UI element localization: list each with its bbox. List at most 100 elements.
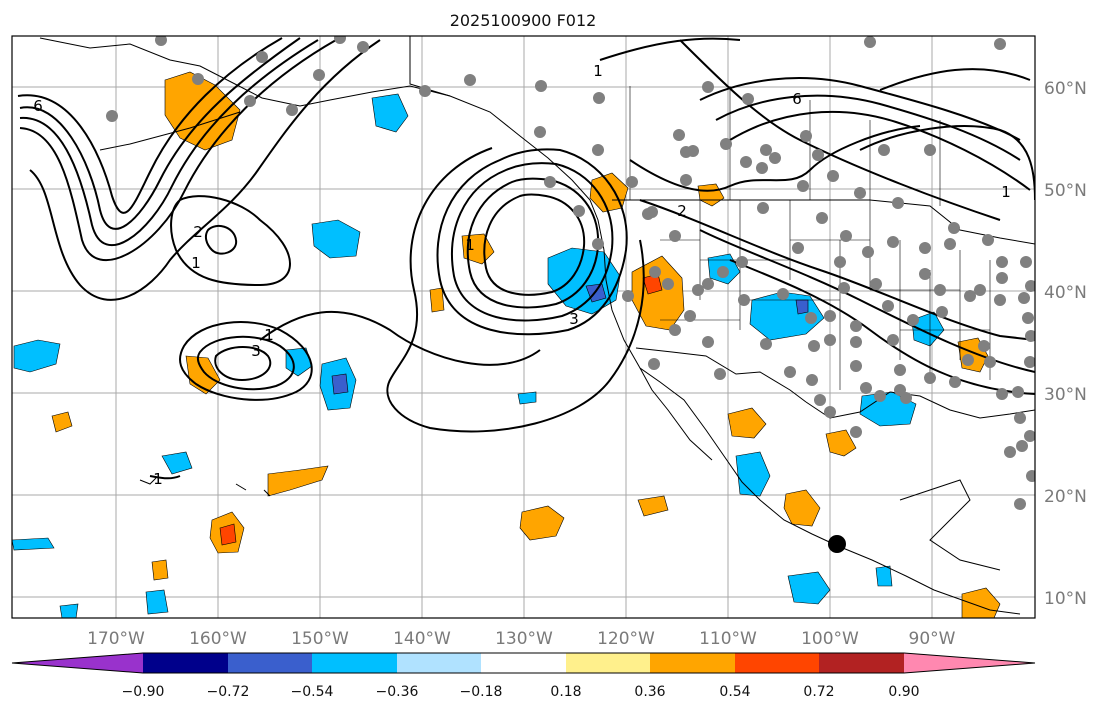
colorbar-tick-label: −0.90 — [122, 684, 165, 700]
coastline-baja — [639, 367, 713, 461]
longitude-tick-labels: 170°W 160°W 150°W 140°W 130°W 120°W 110°… — [87, 629, 956, 649]
lat-tick-label: 10°N — [1044, 589, 1087, 609]
station-dot — [919, 268, 931, 280]
coastlines-and-borders — [39, 36, 1035, 615]
station-dot — [850, 360, 862, 372]
contour-label: 6 — [33, 97, 43, 115]
contour-line — [170, 195, 291, 287]
station-dot — [649, 266, 661, 278]
contour-labels: 6 6 1 2 1 3 1 3 2 1 1 1 — [33, 62, 1011, 488]
positive-anomaly-region — [461, 233, 495, 265]
station-dot — [573, 205, 585, 217]
station-dot — [924, 372, 936, 384]
colorbar-tick-label: −0.36 — [376, 684, 419, 700]
lon-tick-label: 90°W — [909, 629, 956, 649]
contour-line — [17, 37, 283, 214]
station-dot — [544, 176, 556, 188]
station-dot — [662, 278, 674, 290]
station-dots — [106, 36, 1035, 510]
station-dot — [892, 197, 904, 209]
station-dot — [244, 95, 256, 107]
station-dot — [692, 284, 704, 296]
station-dot — [838, 282, 850, 294]
contour-line — [29, 39, 381, 301]
station-dot — [702, 336, 714, 348]
station-dot — [784, 366, 796, 378]
station-dot — [740, 156, 752, 168]
negative-anomaly-region — [145, 589, 169, 615]
station-dot — [994, 38, 1006, 50]
station-dot — [680, 174, 692, 186]
station-dot — [850, 426, 862, 438]
contour-label: 1 — [191, 254, 201, 272]
contour-line — [715, 94, 1021, 161]
colorbar-segments — [11, 652, 1036, 674]
station-dot — [687, 145, 699, 157]
station-dot — [534, 126, 546, 138]
station-dot — [1025, 280, 1035, 292]
colorbar-labels: −0.90 −0.72 −0.54 −0.36 −0.18 0.18 0.36 … — [122, 684, 920, 700]
positive-anomaly-region — [783, 489, 821, 527]
station-dot — [949, 376, 961, 388]
contour-line — [19, 37, 301, 230]
negative-anomaly-region — [161, 451, 193, 475]
station-dot — [808, 340, 820, 352]
station-dot — [887, 334, 899, 346]
station-dot — [800, 130, 812, 142]
station-dot — [464, 74, 476, 86]
contour-line — [729, 110, 1031, 191]
contour-line — [204, 224, 238, 255]
shaded-anomaly-regions — [12, 71, 1001, 618]
station-dot — [860, 382, 872, 394]
contour-line — [436, 148, 628, 336]
colorbar-tick-label: 0.90 — [888, 684, 919, 700]
lon-tick-label: 170°W — [87, 629, 145, 649]
station-dot — [1014, 412, 1026, 424]
station-dot — [717, 266, 729, 278]
station-dot — [816, 212, 828, 224]
lat-tick-label: 50°N — [1044, 181, 1087, 201]
station-dot — [155, 36, 167, 46]
station-dot — [622, 290, 634, 302]
latitude-tick-labels: 60°N 50°N 40°N 30°N 20°N 10°N — [1044, 79, 1087, 609]
station-dot — [419, 85, 431, 97]
contour-label: 1 — [1001, 183, 1011, 201]
station-dot — [648, 358, 660, 370]
station-dot — [814, 394, 826, 406]
contour-line — [179, 321, 313, 401]
station-dot — [864, 36, 876, 48]
station-dot — [1018, 292, 1030, 304]
border-alaska-canada — [409, 36, 451, 97]
station-dot — [592, 144, 604, 156]
negative-anomaly-region — [331, 373, 349, 395]
station-dot — [777, 288, 789, 300]
station-dot — [948, 222, 960, 234]
lat-tick-label: 30°N — [1044, 385, 1087, 405]
hawaii-islands — [139, 477, 271, 497]
station-dot — [806, 374, 818, 386]
station-dot — [982, 234, 994, 246]
station-dot — [1022, 312, 1034, 324]
positive-anomaly-region — [219, 523, 237, 546]
station-dot — [106, 110, 118, 122]
station-dot — [805, 312, 817, 324]
negative-anomaly-region — [517, 391, 537, 405]
colorbar: −0.90 −0.72 −0.54 −0.36 −0.18 0.18 0.36 … — [11, 652, 1036, 700]
contour-line — [629, 125, 921, 192]
station-dot — [907, 314, 919, 326]
lon-tick-label: 140°W — [393, 629, 451, 649]
station-dot — [756, 162, 768, 174]
station-dot — [854, 187, 866, 199]
colorbar-extension-left — [12, 653, 143, 673]
negative-anomaly-region — [311, 219, 361, 259]
station-dot — [769, 152, 781, 164]
lon-tick-label: 120°W — [597, 629, 655, 649]
station-dot — [919, 242, 931, 254]
station-dot — [742, 93, 754, 105]
colorbar-segment — [735, 653, 819, 673]
colorbar-segment — [566, 653, 650, 673]
colorbar-tick-label: 0.18 — [550, 684, 581, 700]
contour-label: 1 — [264, 326, 274, 344]
colorbar-segment — [397, 653, 481, 673]
